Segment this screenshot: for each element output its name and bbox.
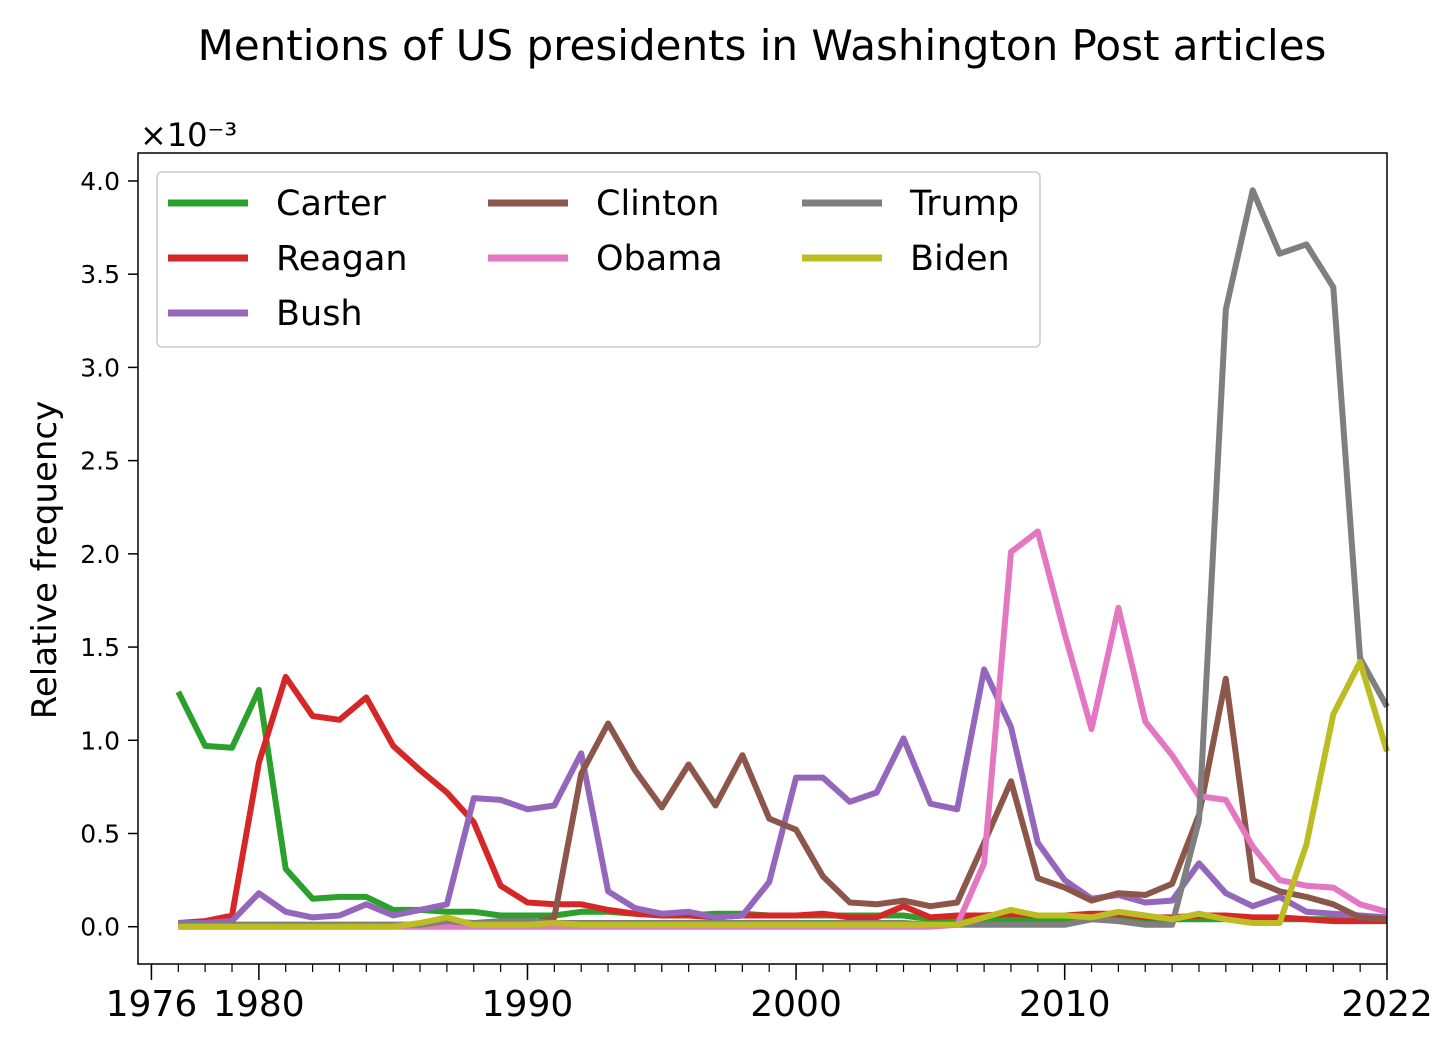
y-multiplier-label: ×10⁻³ bbox=[140, 116, 237, 154]
y-tick-label: 3.0 bbox=[80, 353, 120, 382]
legend-label-trump: Trump bbox=[909, 184, 1019, 224]
tick-layer: 0.0 0.5 1.0 1.5 2.0 2.5 3.0 3.5 4.0 1976 1980 1990 2… bbox=[80, 167, 1433, 1025]
plot-area-frame bbox=[137, 152, 1388, 965]
y-tick-label: 3.5 bbox=[80, 260, 120, 289]
series-line-biden bbox=[178, 659, 1390, 930]
y-tick-label: 4.0 bbox=[80, 167, 120, 196]
legend-label-obama: Obama bbox=[596, 239, 723, 279]
series-layer bbox=[175, 187, 1390, 930]
legend-label-reagan: Reagan bbox=[276, 239, 408, 279]
legend-box bbox=[156, 171, 1041, 348]
legend-label-bush: Bush bbox=[276, 294, 363, 334]
y-axis-label: Relative frequency bbox=[25, 401, 65, 719]
x-tick-label: 2022 bbox=[1341, 984, 1433, 1025]
y-tick-label: 2.5 bbox=[80, 447, 120, 476]
x-tick-label: 1976 bbox=[106, 984, 198, 1025]
legend: Carter Reagan Bush Clinton Obama Trump Biden bbox=[156, 171, 1041, 348]
x-tick-label: 2010 bbox=[1019, 984, 1111, 1025]
x-tick-label: 1990 bbox=[482, 984, 574, 1025]
y-tick-label: 1.5 bbox=[80, 633, 120, 662]
legend-label-biden: Biden bbox=[910, 239, 1010, 279]
legend-label-carter: Carter bbox=[276, 184, 387, 224]
x-tick-label: 1980 bbox=[213, 984, 305, 1025]
y-tick-label: 1.0 bbox=[80, 726, 120, 755]
y-tick-label: 0.0 bbox=[80, 913, 120, 942]
y-tick-label: 2.0 bbox=[80, 540, 120, 569]
y-tick-label: 0.5 bbox=[80, 819, 120, 848]
legend-label-clinton: Clinton bbox=[596, 184, 719, 224]
chart-title: Mentions of US presidents in Washington … bbox=[198, 21, 1327, 70]
x-tick-label: 2000 bbox=[750, 984, 842, 1025]
